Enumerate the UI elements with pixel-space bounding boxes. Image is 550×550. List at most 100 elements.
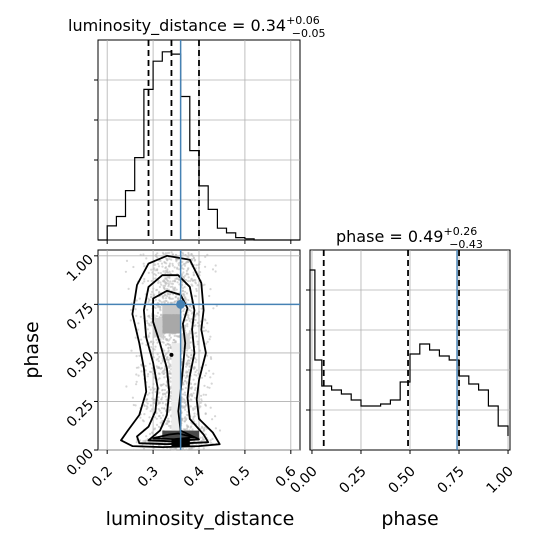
scatter-point: [150, 290, 154, 293]
scatter-point: [159, 421, 162, 424]
scatter-point: [186, 410, 189, 413]
scatter-point: [147, 373, 150, 376]
contour-line: [120, 254, 221, 448]
scatter-point: [196, 321, 199, 324]
scatter-point: [199, 401, 202, 404]
scatter-point: [149, 340, 152, 343]
lum-x-tick-label: 0.3: [135, 464, 162, 491]
scatter-point: [194, 315, 197, 318]
scatter-point: [165, 358, 168, 361]
scatter-point: [170, 251, 173, 254]
scatter-point: [204, 255, 207, 258]
lum-title-main: luminosity_distance = 0.34: [68, 16, 286, 36]
scatter-point: [185, 370, 188, 373]
scatter-point: [218, 429, 222, 432]
scatter-point: [187, 280, 190, 283]
scatter-point: [152, 372, 155, 375]
scatter-point: [211, 418, 214, 421]
density-cell: [171, 343, 181, 431]
scatter-point: [168, 333, 171, 336]
scatter-point: [212, 372, 215, 375]
scatter-point: [135, 299, 138, 302]
scatter-point: [187, 255, 190, 258]
scatter-point: [148, 392, 151, 395]
scatter-point: [176, 277, 179, 280]
scatter-point: [171, 270, 174, 273]
scatter-point: [187, 299, 190, 302]
scatter-point: [148, 332, 151, 335]
scatter-point: [159, 300, 162, 303]
scatter-point: [192, 416, 195, 419]
phase-title-sub: −0.43: [449, 238, 483, 251]
scatter-point: [162, 372, 165, 376]
scatter-point: [174, 295, 177, 298]
scatter-point: [134, 404, 137, 407]
scatter-point: [156, 311, 160, 314]
density-cell: [153, 317, 163, 338]
scatter-point: [190, 349, 193, 352]
scatter-point: [204, 393, 208, 396]
contour-line: [136, 274, 210, 446]
scatter-point: [150, 293, 153, 296]
scatter-point: [163, 376, 166, 379]
phase-y-tick-label: 0.25: [64, 397, 97, 430]
scatter-point: [185, 272, 188, 275]
scatter-point: [139, 439, 142, 442]
scatter-point: [153, 416, 157, 419]
scatter-point: [197, 314, 200, 317]
scatter-point: [161, 251, 165, 254]
scatter-point: [136, 328, 140, 331]
scatter-point: [184, 254, 187, 257]
scatter-point: [147, 335, 151, 338]
scatter-point: [169, 376, 172, 379]
scatter-point: [158, 377, 161, 380]
scatter-point: [162, 270, 165, 273]
scatter-point: [153, 348, 156, 351]
scatter-point: [202, 329, 205, 333]
scatter-point: [127, 287, 130, 290]
scatter-point: [145, 398, 148, 401]
scatter-point: [188, 319, 191, 322]
scatter-point: [138, 354, 141, 357]
scatter-point: [185, 374, 188, 377]
scatter-point: [184, 376, 187, 379]
scatter-point: [167, 339, 170, 342]
scatter-point: [148, 416, 151, 419]
scatter-point: [204, 433, 207, 436]
scatter-point: [168, 276, 171, 280]
scatter-point: [161, 265, 164, 268]
scatter-point: [168, 265, 171, 268]
scatter-point: [186, 349, 189, 352]
scatter-point: [143, 280, 146, 283]
scatter-point: [162, 335, 165, 338]
x-axis-label-phase: phase: [381, 508, 438, 530]
scatter-point: [154, 298, 157, 301]
scatter-point: [200, 400, 203, 403]
scatter-point: [156, 378, 159, 381]
scatter-point: [145, 343, 148, 346]
scatter-point: [166, 252, 169, 255]
scatter-point: [166, 342, 169, 345]
scatter-point: [140, 370, 143, 373]
scatter-point: [195, 289, 198, 292]
scatter-point: [139, 315, 142, 318]
scatter-point: [172, 293, 175, 296]
scatter-point: [171, 264, 174, 267]
scatter-point: [183, 417, 186, 420]
scatter-point: [187, 251, 190, 255]
gridlines: [98, 40, 510, 451]
scatter-point: [195, 374, 198, 377]
scatter-point: [168, 406, 172, 409]
scatter-point: [182, 374, 185, 377]
phase-x-tick-label: 0.50: [385, 464, 418, 497]
scatter-point: [166, 276, 169, 279]
scatter-point: [131, 396, 134, 399]
scatter-point: [164, 271, 167, 275]
scatter-point: [206, 340, 209, 343]
scatter-point: [148, 385, 151, 389]
scatter-point: [193, 259, 196, 262]
scatter-point: [187, 362, 190, 365]
scatter-point: [155, 288, 159, 291]
phase-title-main: phase = 0.49: [336, 227, 443, 246]
scatter-point: [193, 373, 196, 376]
